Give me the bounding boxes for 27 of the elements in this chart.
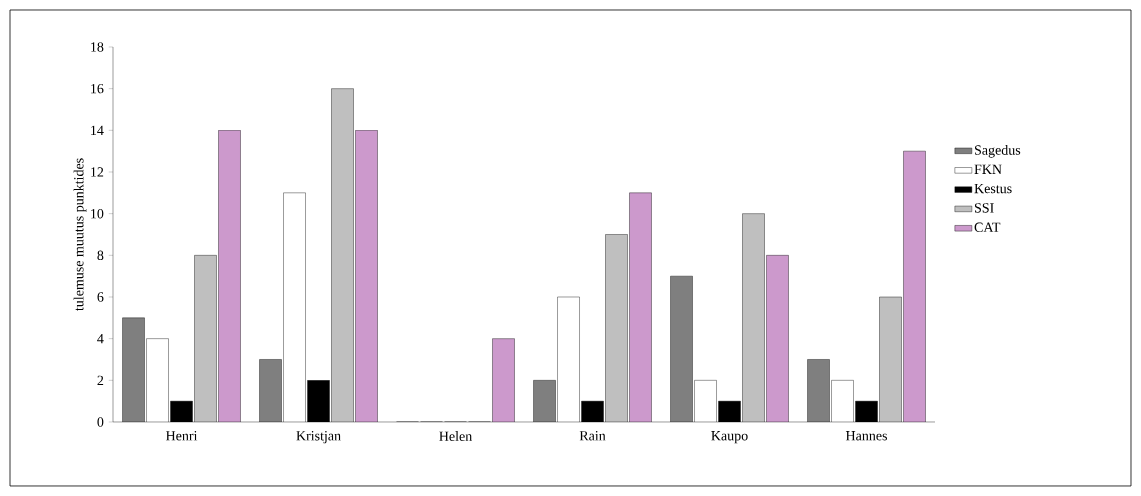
y-tick-label: 2 bbox=[97, 375, 104, 385]
y-tick-label: 8 bbox=[97, 250, 104, 261]
x-tick-label: Rain bbox=[579, 431, 606, 441]
x-tick-label: Henri bbox=[165, 431, 198, 441]
y-tick-label: 6 bbox=[97, 292, 104, 302]
y-axis-title: tulemuse muutus punktides bbox=[73, 158, 87, 311]
x-tick-label: Hannes bbox=[845, 431, 887, 441]
legend-label: Sagedus bbox=[974, 144, 1021, 158]
legend-label: FKN bbox=[974, 164, 1002, 174]
y-tick-label: 4 bbox=[97, 334, 104, 344]
y-tick-label: 0 bbox=[97, 417, 104, 427]
y-tick-label: 10 bbox=[91, 208, 104, 219]
bar bbox=[533, 380, 556, 422]
y-tick-label: 12 bbox=[91, 167, 104, 177]
bar bbox=[807, 359, 830, 422]
legend-label: CAT bbox=[974, 222, 1001, 232]
y-tick-label: 16 bbox=[91, 83, 104, 94]
y-tick-label: 18 bbox=[91, 42, 104, 52]
x-tick-label: Kristjan bbox=[296, 431, 341, 444]
legend-label: Kestus bbox=[974, 183, 1012, 194]
x-tick-label: Helen bbox=[439, 431, 473, 441]
y-tick-label: 14 bbox=[91, 125, 104, 135]
bar bbox=[259, 359, 282, 422]
x-tick-label: Kaupo bbox=[711, 431, 748, 444]
bar bbox=[122, 317, 145, 422]
legend-label: SSI bbox=[974, 203, 994, 213]
bar bbox=[670, 276, 693, 422]
